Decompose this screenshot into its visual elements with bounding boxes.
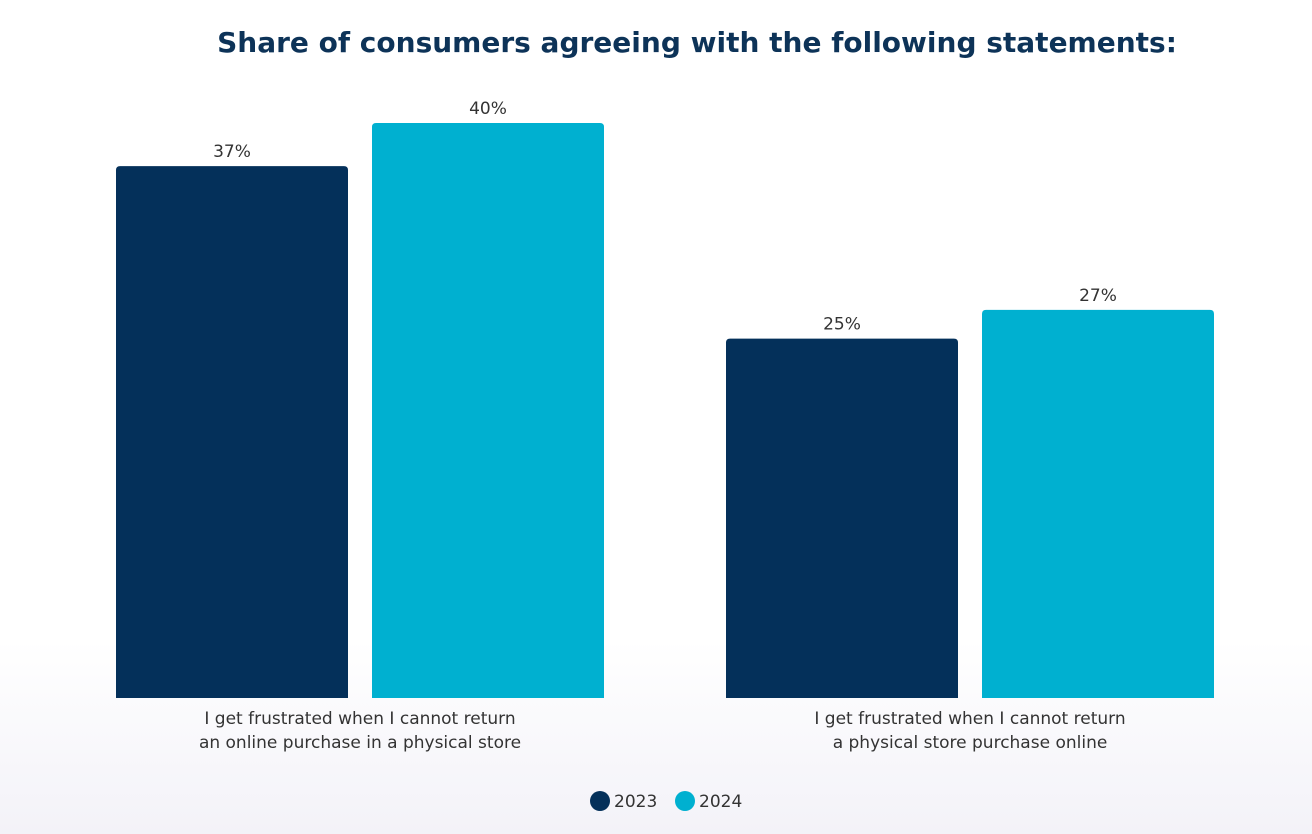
value-label-2024-1: 40% [469,99,507,119]
category-label-2-line-2: a physical store purchase online [833,733,1108,753]
category-label-1-line-2: an online purchase in a physical store [199,733,521,753]
legend-marker-2023 [590,791,610,811]
value-label-2023-2: 25% [823,315,861,335]
bar-2023-1 [116,166,348,698]
category-labels: I get frustrated when I cannot return an … [199,709,1126,753]
legend-label-2024: 2024 [699,792,742,812]
legend: 2023 2024 [590,791,742,812]
value-label-2023-1: 37% [213,142,251,162]
legend-marker-2024 [675,791,695,811]
category-label-2-line-1: I get frustrated when I cannot return [814,709,1125,729]
legend-label-2023: 2023 [614,792,657,812]
bar-2024-2 [982,309,1214,698]
bar-2023-2 [726,338,958,698]
category-label-1-line-1: I get frustrated when I cannot return [204,709,515,729]
value-label-2024-2: 27% [1079,286,1117,306]
value-labels: 37% 40% 25% 27% [213,99,1117,335]
bars-layer [116,123,1214,698]
bar-2024-1 [372,123,604,698]
chart-title: Share of consumers agreeing with the fol… [217,26,1177,59]
